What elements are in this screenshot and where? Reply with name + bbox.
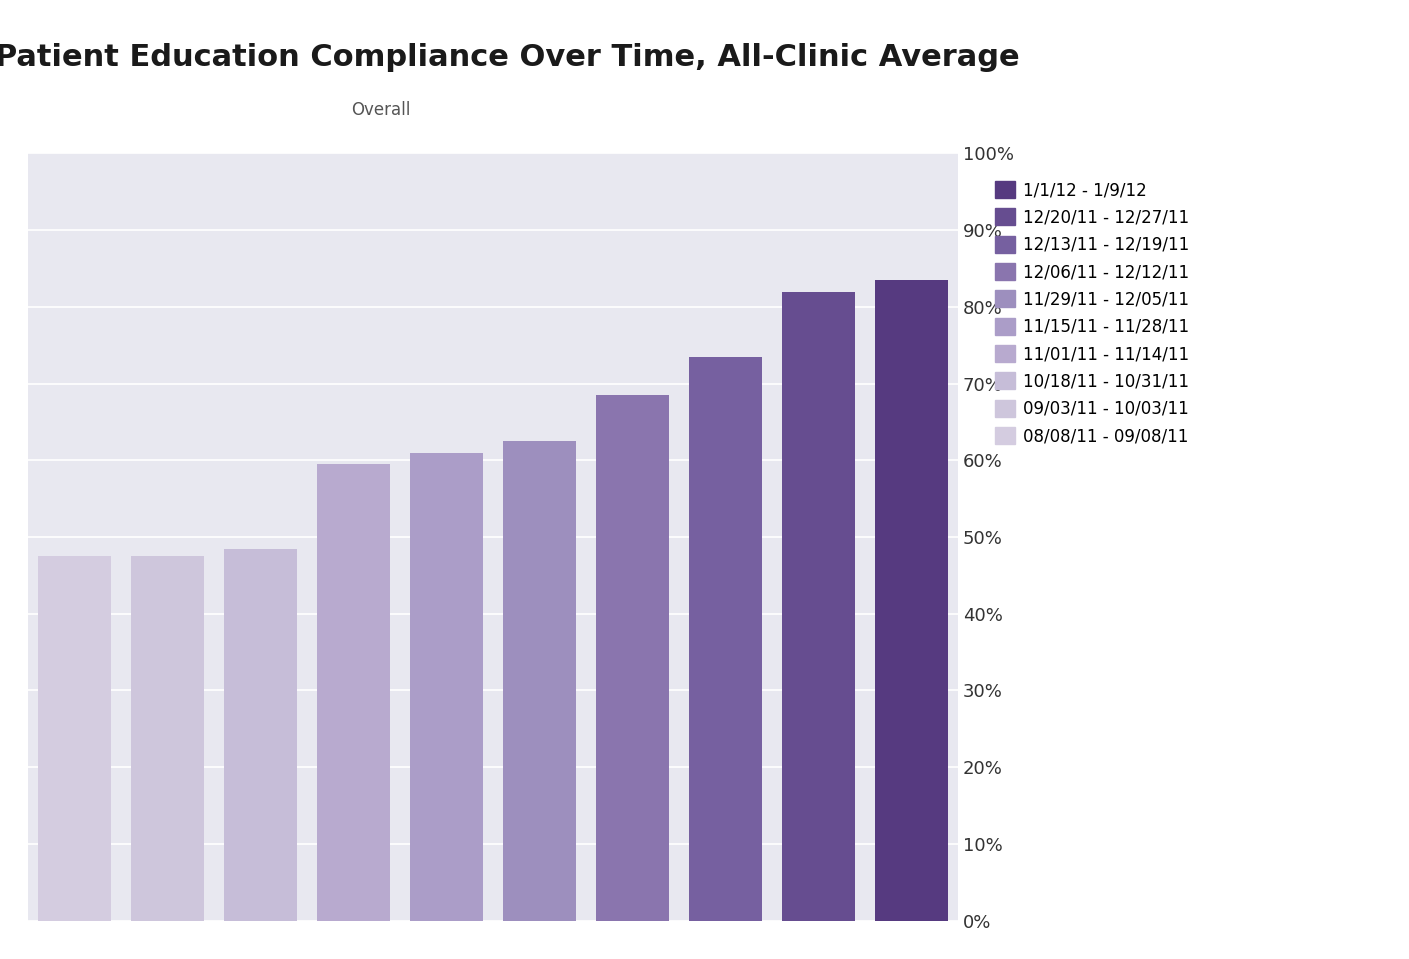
Bar [596, 395, 669, 921]
Bar [689, 357, 762, 921]
Bar [875, 280, 948, 921]
Legend: 1/1/12 - 1/9/12, 12/20/11 - 12/27/11, 12/13/11 - 12/19/11, 12/06/11 - 12/12/11, : 1/1/12 - 1/9/12, 12/20/11 - 12/27/11, 12… [995, 181, 1189, 445]
Bar [224, 549, 297, 921]
Text: Patient Education Compliance Over Time, All-Clinic Average: Patient Education Compliance Over Time, … [0, 43, 1020, 72]
Text: Overall: Overall [351, 101, 410, 119]
Bar [503, 441, 576, 921]
Bar [317, 464, 390, 921]
Bar [38, 556, 111, 921]
Bar [131, 556, 204, 921]
Bar [782, 292, 855, 921]
Bar [410, 453, 483, 921]
